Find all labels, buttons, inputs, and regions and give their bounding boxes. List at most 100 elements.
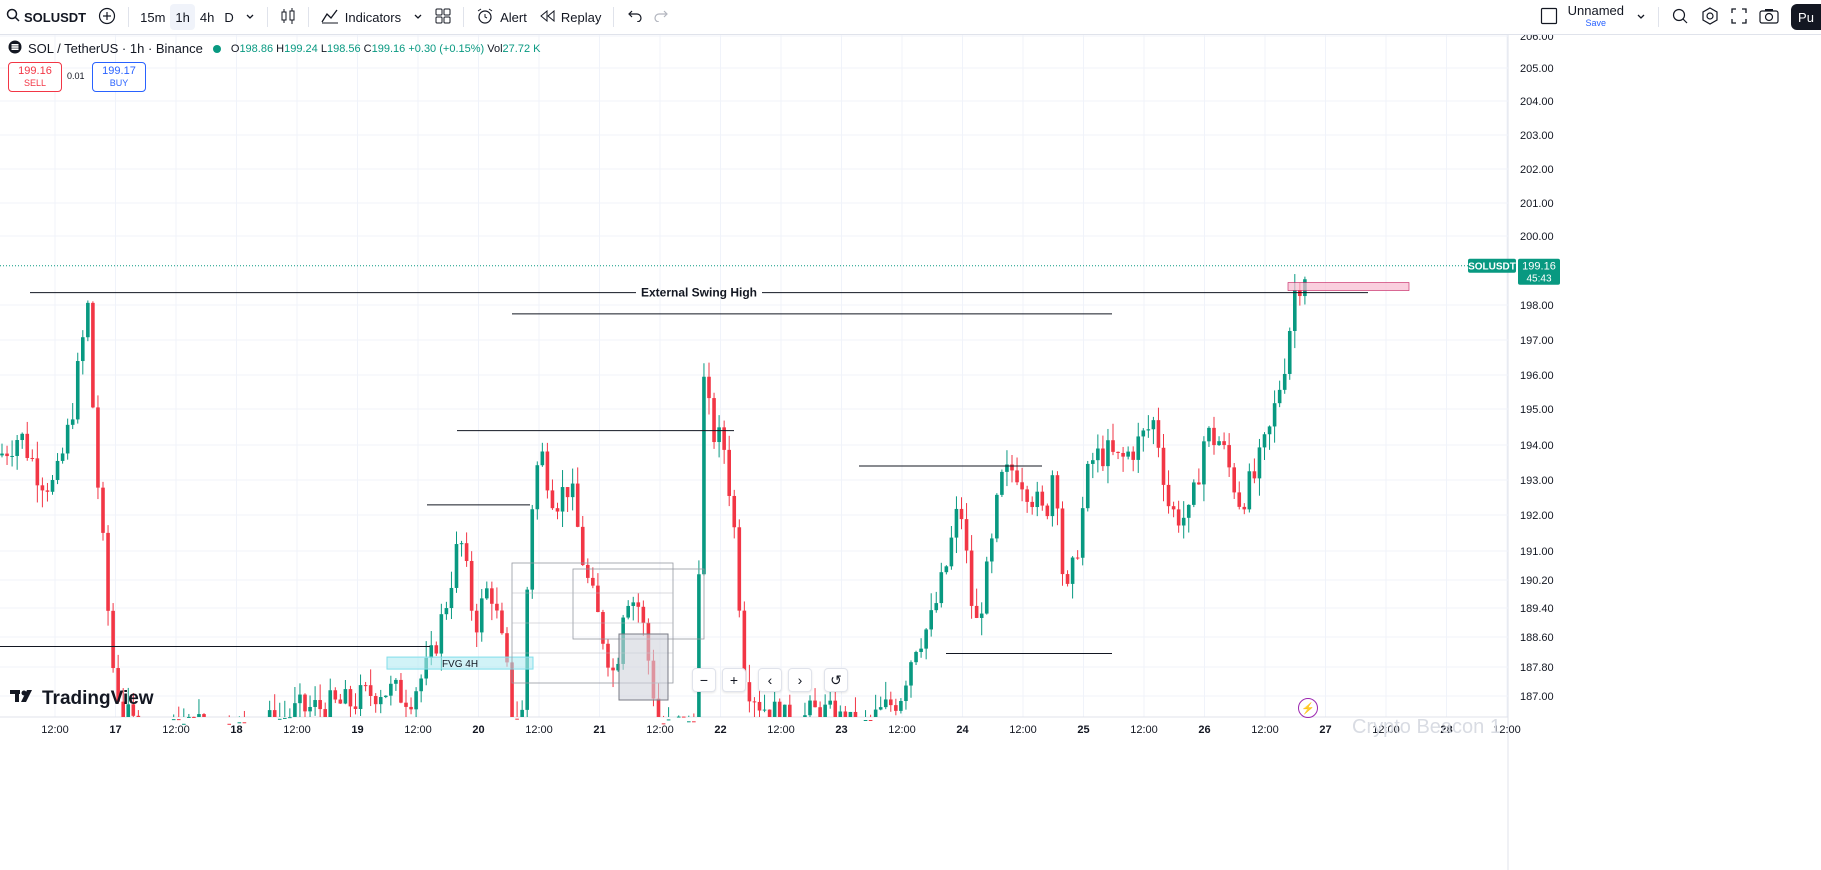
- buy-button[interactable]: 199.17 BUY: [92, 62, 146, 92]
- close-label: C: [363, 42, 372, 55]
- fullscreen-button[interactable]: [1725, 0, 1753, 34]
- divider: [613, 7, 615, 27]
- candle-body: [1293, 290, 1297, 332]
- divider: [128, 7, 130, 27]
- candle-body: [1146, 429, 1151, 431]
- candle-body: [984, 561, 989, 614]
- candle-body: [1035, 491, 1040, 508]
- candle-body: [889, 699, 893, 706]
- volume-label: Vol: [487, 42, 503, 55]
- price-axis-tick-label: 189.40: [1520, 603, 1554, 615]
- timeframe-d[interactable]: D: [224, 9, 234, 25]
- candle-body: [828, 700, 832, 705]
- candle-body: [808, 700, 812, 716]
- candle-body: [692, 721, 696, 723]
- price-axis-tick-label: 206.00: [1520, 35, 1554, 43]
- chevron-right-icon: ›: [797, 672, 803, 688]
- candle-body: [1085, 463, 1090, 509]
- candle-body: [580, 526, 585, 565]
- layout-select-button[interactable]: Unnamed Save: [1534, 0, 1630, 34]
- candle-body: [328, 690, 333, 717]
- price-axis-tick-label: 196.00: [1520, 370, 1554, 382]
- search-spark-icon: [1671, 7, 1689, 28]
- scroll-right-button[interactable]: ›: [788, 668, 812, 692]
- settings-button[interactable]: [1695, 0, 1725, 34]
- candle-body: [202, 714, 206, 717]
- candle-body: [939, 572, 944, 604]
- indicators-dropdown[interactable]: [407, 0, 429, 34]
- candle-body: [722, 427, 726, 450]
- sell-price: 199.16: [18, 65, 52, 77]
- redo-button[interactable]: [648, 0, 676, 34]
- price-axis-tick-label: 193.00: [1520, 475, 1554, 487]
- candle-body: [1202, 441, 1206, 485]
- symbol-logo-icon: [8, 40, 22, 57]
- price-axis-tick-label: 200.00: [1520, 231, 1554, 243]
- alert-button[interactable]: Alert: [470, 0, 533, 34]
- price-tag: [1518, 258, 1560, 285]
- scroll-left-button[interactable]: ‹: [758, 668, 782, 692]
- candle-body: [237, 722, 242, 724]
- candle-body: [192, 716, 196, 718]
- tradingview-logo[interactable]: TradingView: [10, 688, 154, 710]
- layout-dropdown[interactable]: [1630, 0, 1652, 34]
- time-axis-tick-label: 12:00: [1130, 724, 1158, 736]
- candle-body: [399, 679, 403, 703]
- candle-body: [1116, 451, 1120, 453]
- zoom-out-button[interactable]: −: [692, 668, 716, 692]
- candle-body: [318, 700, 322, 710]
- candle-body: [187, 716, 191, 718]
- layouts-button[interactable]: [429, 0, 457, 34]
- indicators-button[interactable]: Indicators: [315, 0, 407, 34]
- candle-body: [934, 603, 939, 611]
- zoom-in-button[interactable]: +: [722, 668, 746, 692]
- candle-body: [1262, 434, 1267, 448]
- candle-body: [373, 695, 378, 705]
- candle-body: [308, 706, 312, 712]
- candle-body: [1282, 373, 1287, 390]
- replay-button[interactable]: Replay: [533, 0, 607, 34]
- time-axis-tick-label: 24: [956, 724, 969, 736]
- timeframe-dropdown[interactable]: [239, 0, 261, 34]
- undo-button[interactable]: [620, 0, 648, 34]
- candle-body: [712, 398, 716, 443]
- quick-search-button[interactable]: [1665, 0, 1695, 34]
- candle-body: [550, 490, 555, 509]
- candle-body: [626, 605, 630, 618]
- toolbar-right: Unnamed Save: [1534, 0, 1785, 34]
- legend-title[interactable]: SOL / TetherUS · 1h · Binance: [28, 41, 203, 56]
- candle-body: [1096, 448, 1100, 461]
- candle-body: [924, 629, 928, 649]
- chart-type-button[interactable]: [274, 0, 302, 34]
- candle-body: [368, 685, 373, 696]
- time-axis-tick-label: 23: [835, 724, 847, 736]
- candle-body: [323, 709, 327, 717]
- candle-body: [818, 707, 822, 717]
- sell-button[interactable]: 199.16 SELL: [8, 62, 62, 92]
- spread-value: 0.01: [67, 71, 85, 81]
- candle-body: [586, 564, 590, 578]
- candle-body: [636, 602, 641, 607]
- price-chart[interactable]: 206.00205.00204.00203.00202.00201.00200.…: [0, 35, 1821, 870]
- snapshot-button[interactable]: [1753, 0, 1785, 34]
- candle-body: [288, 717, 292, 719]
- candle-body: [833, 700, 838, 717]
- timeframe-4h[interactable]: 4h: [199, 9, 215, 25]
- candle-body: [1207, 427, 1211, 442]
- candle-body: [530, 509, 535, 590]
- time-axis-tick-label: 12:00: [1251, 724, 1279, 736]
- timeframe-15m[interactable]: 15m: [140, 9, 166, 25]
- gear-icon: [1701, 6, 1719, 28]
- time-axis-tick-label: 12:00: [1372, 724, 1400, 736]
- compare-symbol-button[interactable]: [92, 0, 122, 34]
- candle-body: [464, 543, 469, 561]
- candle-body: [823, 704, 827, 717]
- symbol-search[interactable]: SOLUSDT: [0, 0, 92, 34]
- publish-button[interactable]: Pu: [1791, 4, 1821, 30]
- lightning-icon[interactable]: ⚡: [1298, 698, 1318, 718]
- candle-body: [1252, 471, 1257, 479]
- timeframe-1h[interactable]: 1h: [170, 4, 195, 30]
- candle-body: [45, 490, 50, 492]
- candle-body: [267, 710, 272, 717]
- reset-chart-button[interactable]: ↺: [824, 668, 848, 692]
